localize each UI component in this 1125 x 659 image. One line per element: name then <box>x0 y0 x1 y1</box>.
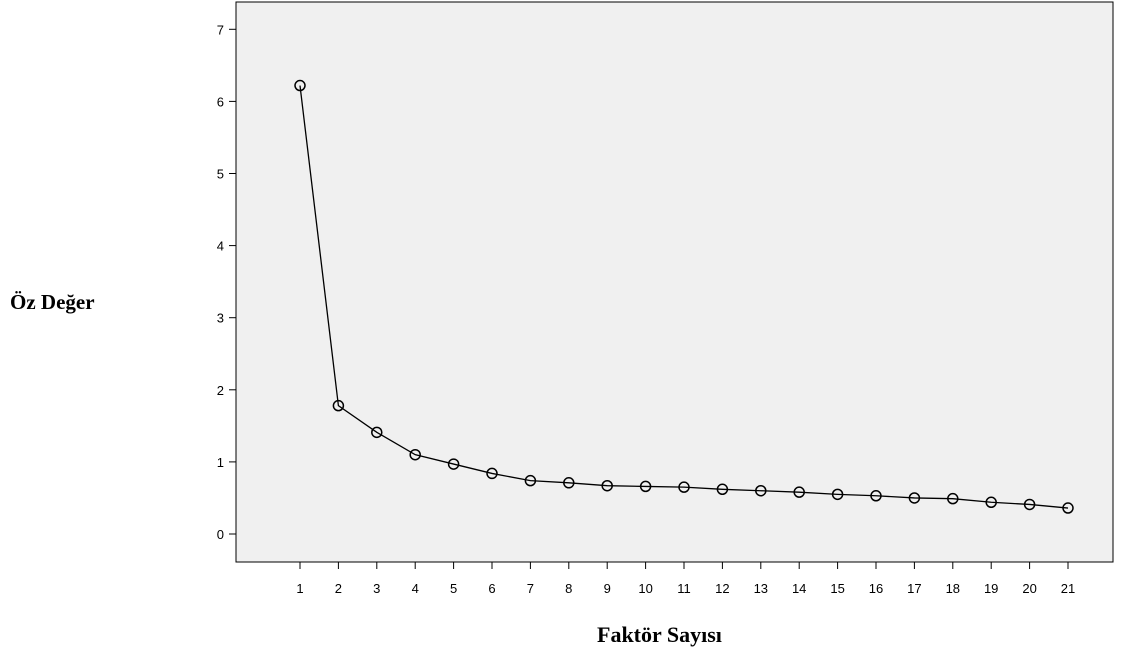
x-tick-label: 19 <box>984 581 998 596</box>
x-tick-label: 14 <box>792 581 806 596</box>
x-tick-label: 18 <box>946 581 960 596</box>
data-point <box>793 486 805 498</box>
x-tick-label: 12 <box>715 581 729 596</box>
data-point <box>294 79 306 92</box>
y-tick-label: 3 <box>217 311 224 326</box>
data-point <box>639 480 652 493</box>
plot-area <box>235 1 1114 563</box>
data-point <box>755 484 767 497</box>
data-point <box>524 474 537 487</box>
y-tick-label: 1 <box>217 455 224 470</box>
x-tick-label: 10 <box>638 581 652 596</box>
x-tick-label: 9 <box>604 581 611 596</box>
data-point <box>716 483 729 496</box>
data-points <box>294 79 1074 514</box>
x-tick-label: 5 <box>450 581 457 596</box>
x-tick-label: 1 <box>296 581 303 596</box>
x-tick-label: 3 <box>373 581 380 596</box>
data-point <box>332 399 345 412</box>
x-tick-label: 15 <box>830 581 844 596</box>
x-tick-label: 16 <box>869 581 883 596</box>
data-point <box>985 496 997 509</box>
data-point <box>601 479 613 492</box>
y-tick-label: 6 <box>217 94 224 109</box>
x-tick-label: 6 <box>488 581 495 596</box>
y-axis: 0 1 2 3 4 5 6 7 <box>217 22 236 542</box>
x-axis-label: Faktör Sayısı <box>597 622 722 647</box>
x-tick-label: 17 <box>907 581 921 596</box>
x-axis: 1 2 3 4 5 6 7 8 9 10 11 12 13 14 15 16 17 18 19 20 21 <box>296 562 1075 596</box>
x-tick-label: 20 <box>1022 581 1036 596</box>
data-point <box>870 490 882 502</box>
data-point <box>447 458 460 470</box>
x-tick-label: 21 <box>1061 581 1075 596</box>
x-tick-label: 11 <box>677 581 691 596</box>
x-tick-label: 13 <box>754 581 768 596</box>
data-point <box>486 467 498 480</box>
data-point <box>409 448 421 461</box>
y-tick-label: 4 <box>217 239 224 254</box>
y-tick-label: 5 <box>217 167 224 182</box>
data-point <box>678 481 690 493</box>
data-point <box>563 477 575 489</box>
x-tick-label: 8 <box>565 581 572 596</box>
y-tick-label: 0 <box>217 527 224 542</box>
y-axis-label: Öz Değer <box>10 290 95 314</box>
data-point <box>908 492 921 504</box>
y-tick-label: 2 <box>217 383 224 398</box>
data-point <box>1023 498 1036 511</box>
x-tick-label: 2 <box>335 581 342 596</box>
eigenvalue-line <box>299 85 1069 509</box>
x-tick-label: 7 <box>527 581 534 596</box>
data-point <box>947 492 959 505</box>
x-tick-label: 4 <box>412 581 419 596</box>
data-point <box>1062 502 1074 514</box>
y-tick-label: 7 <box>217 22 224 37</box>
data-point <box>831 488 844 501</box>
data-point <box>371 426 383 439</box>
